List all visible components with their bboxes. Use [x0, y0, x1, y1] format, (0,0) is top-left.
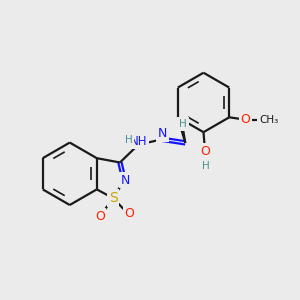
Text: N: N	[158, 128, 167, 140]
Text: O: O	[124, 207, 134, 220]
Text: O: O	[95, 210, 105, 223]
Text: H: H	[202, 161, 210, 171]
Text: H: H	[179, 119, 187, 129]
Text: CH₃: CH₃	[259, 115, 278, 125]
Text: NH: NH	[130, 135, 147, 148]
Text: O: O	[200, 145, 210, 158]
Text: S: S	[109, 191, 118, 205]
Text: O: O	[241, 113, 250, 126]
Text: H: H	[125, 135, 133, 145]
Text: N: N	[121, 174, 130, 187]
